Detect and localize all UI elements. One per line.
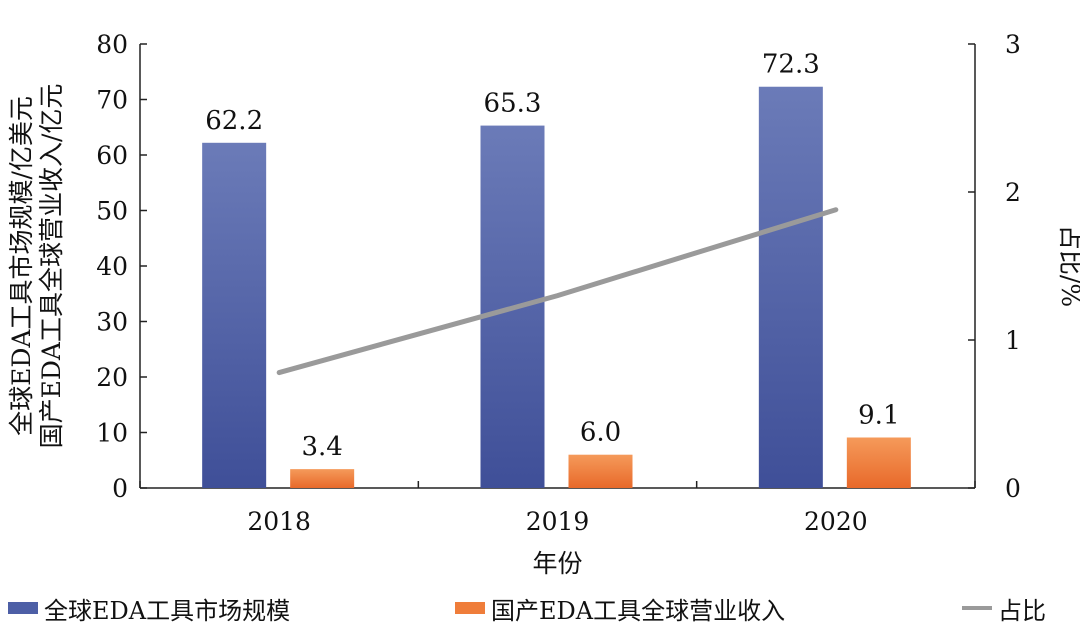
- y-left-tick-label: 0: [112, 474, 128, 503]
- y-left-tick-label: 30: [96, 308, 128, 337]
- y-right-tick-label: 2: [1005, 178, 1021, 207]
- bar-domestic-revenue: [568, 454, 633, 488]
- y-left-tick-label: 70: [96, 86, 128, 115]
- bar-domestic-revenue: [290, 469, 355, 488]
- line-share: [276, 207, 839, 376]
- y-left-tick-label: 10: [96, 419, 128, 448]
- data-label-global-market: 62.2: [205, 106, 263, 136]
- y-left-tick-label: 50: [96, 197, 128, 226]
- legend-swatch-global-market: [8, 602, 38, 614]
- legend-swatch-domestic-revenue: [455, 602, 485, 614]
- chart: 0 10 20 30 40 50 60 70 80 0 1 2 3 2018 2019 2020 62.2 65.…: [7, 30, 1080, 578]
- bar-domestic-revenue: [846, 437, 911, 488]
- y-right-tick-label: 1: [1005, 326, 1021, 355]
- x-tick-label: 2018: [247, 507, 311, 536]
- legend-item-domestic-revenue: 国产EDA工具全球营业收入: [455, 588, 785, 628]
- x-tick-label: 2019: [526, 507, 590, 536]
- legend-item-global-market: 全球EDA工具市场规模: [8, 588, 290, 628]
- y-left-tick-label: 80: [96, 30, 128, 59]
- y-left-tick-label: 20: [96, 363, 128, 392]
- data-label-global-market: 65.3: [484, 89, 542, 119]
- legend-label-global-market: 全球EDA工具市场规模: [44, 596, 291, 625]
- y-right-tick-label: 0: [1005, 474, 1021, 503]
- legend-item-share: 占比: [962, 588, 1046, 628]
- x-axis-title: 年份: [532, 549, 582, 578]
- y-left-title-line1: 全球EDA工具市场规模/亿美元: [7, 96, 36, 436]
- x-tick-label: 2020: [804, 507, 868, 536]
- bar-global-market: [202, 142, 267, 489]
- data-label-global-market: 72.3: [762, 50, 820, 80]
- legend-label-domestic-revenue: 国产EDA工具全球营业收入: [491, 596, 786, 625]
- data-label-domestic-revenue: 9.1: [858, 400, 899, 430]
- y-right-title: 占比/%: [1056, 225, 1080, 307]
- y-left-tick-label: 40: [96, 252, 128, 281]
- y-left-tick-label: 60: [96, 141, 128, 170]
- data-label-domestic-revenue: 6.0: [580, 418, 621, 448]
- legend-swatch-share: [962, 606, 992, 610]
- data-label-domestic-revenue: 3.4: [301, 432, 342, 462]
- bar-global-market: [758, 86, 823, 489]
- legend-label-share: 占比: [998, 596, 1046, 625]
- y-right-tick-label: 3: [1005, 30, 1021, 59]
- y-left-title-line2: 国产EDA工具全球营业收入/亿元: [37, 84, 66, 449]
- legend: 全球EDA工具市场规模 国产EDA工具全球营业收入 占比: [0, 588, 1080, 628]
